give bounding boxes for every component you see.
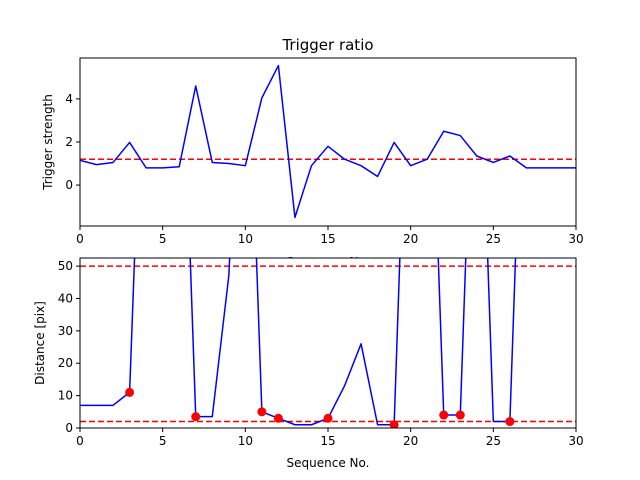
trigger-ticks: 0 5 10 15 20 25 30 0 2 4 bbox=[65, 92, 583, 246]
distance-marker-point bbox=[191, 412, 201, 422]
trigger-x-tick-label: 30 bbox=[568, 232, 583, 246]
distance-y-tick-label: 0 bbox=[65, 421, 73, 435]
trigger-chart: Trigger ratio 0 5 10 15 20 25 30 0 2 4 Trigger st… bbox=[41, 36, 584, 269]
distance-x-tick-label: 0 bbox=[76, 434, 84, 448]
distance-axes-frame bbox=[79, 257, 577, 429]
distance-x-tick-label: 25 bbox=[486, 434, 501, 448]
distance-y-axis-label: Distance [pix] bbox=[33, 301, 47, 385]
distance-marker-point bbox=[273, 413, 283, 423]
distance-marker-point bbox=[323, 413, 333, 423]
trigger-y-tick-label: 4 bbox=[65, 92, 73, 106]
distance-y-tick-label: 30 bbox=[58, 324, 73, 338]
trigger-series-line-0 bbox=[80, 64, 576, 219]
distance-plot-area bbox=[80, 258, 576, 428]
distance-ticks: 0 5 10 15 20 25 30 0 10 20 30 40 50 bbox=[58, 259, 584, 448]
distance-axes-background bbox=[80, 258, 576, 428]
distance-x-axis-label: Sequence No. bbox=[287, 456, 370, 470]
trigger-plot-area bbox=[80, 64, 576, 219]
distance-marker-point bbox=[455, 410, 465, 420]
trigger-x-tick-label: 20 bbox=[403, 232, 418, 246]
distance-x-tick-label: 15 bbox=[320, 434, 335, 448]
distance-marker-point bbox=[439, 410, 449, 420]
trigger-x-tick-label: 5 bbox=[159, 232, 167, 246]
trigger-y-tick-label: 0 bbox=[65, 178, 73, 192]
distance-y-tick-label: 50 bbox=[58, 259, 73, 273]
distance-marker-point bbox=[257, 407, 267, 417]
distance-x-tick-label: 10 bbox=[238, 434, 253, 448]
trigger-y-axis-label: Trigger strength bbox=[41, 94, 55, 191]
distance-x-tick-label: 30 bbox=[568, 434, 583, 448]
distance-x-tick-label: 20 bbox=[403, 434, 418, 448]
trigger-x-tick-label: 0 bbox=[76, 232, 84, 246]
distance-y-tick-label: 20 bbox=[58, 356, 73, 370]
distance-marker-point bbox=[125, 387, 135, 397]
trigger-chart-title: Trigger ratio bbox=[281, 36, 373, 54]
trigger-y-tick-label: 2 bbox=[65, 135, 73, 149]
trigger-x-tick-label: 10 bbox=[238, 232, 253, 246]
distance-chart: 0 5 10 15 20 25 30 0 10 20 30 40 50 Distance [pix] S… bbox=[33, 257, 584, 470]
distance-x-tick-label: 5 bbox=[159, 434, 167, 448]
distance-marker-point bbox=[505, 417, 515, 427]
trigger-axes-frame bbox=[79, 57, 577, 227]
distance-y-tick-label: 40 bbox=[58, 291, 73, 305]
distance-marker-point bbox=[389, 420, 399, 428]
distance-y-tick-label: 10 bbox=[58, 389, 73, 403]
trigger-x-tick-label: 25 bbox=[486, 232, 501, 246]
trigger-x-tick-label: 15 bbox=[320, 232, 335, 246]
